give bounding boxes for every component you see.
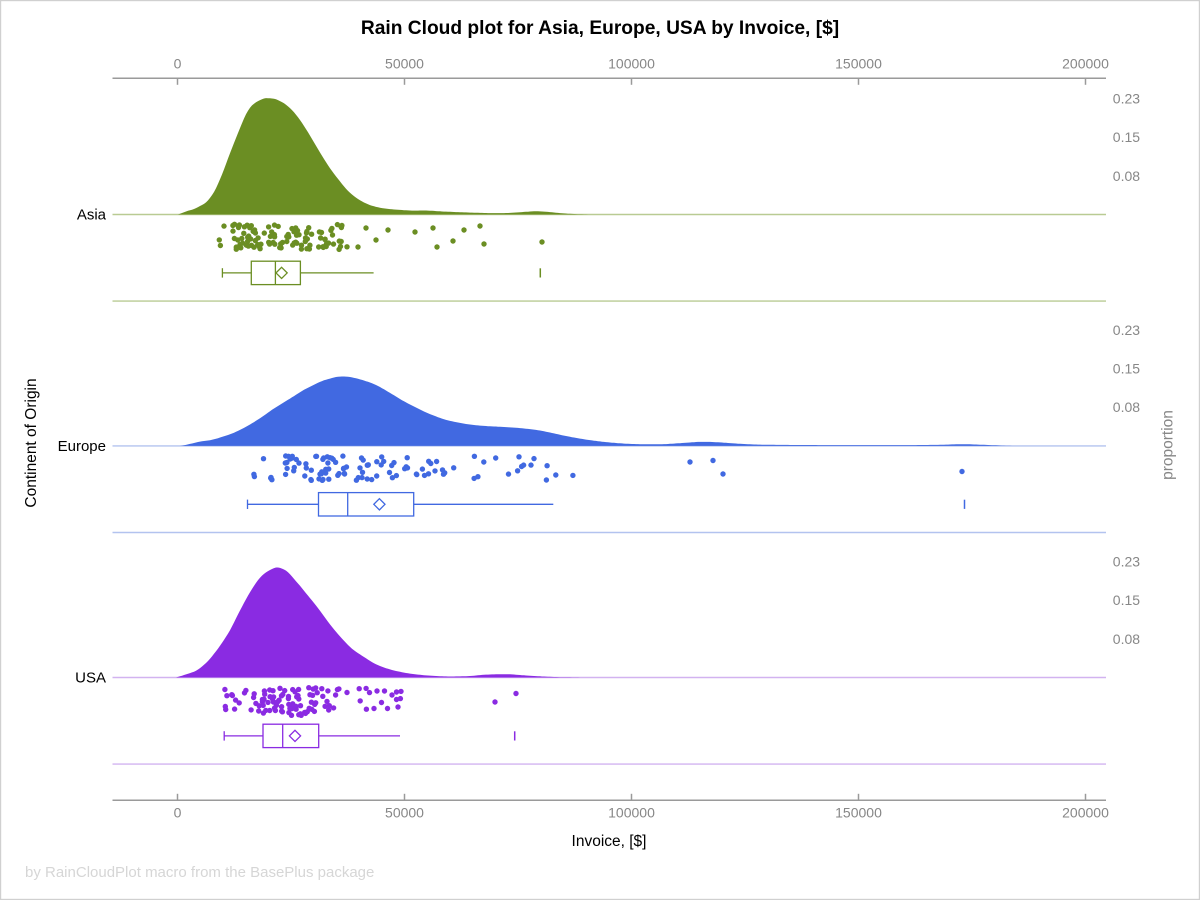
svg-text:USA: USA <box>75 670 106 687</box>
svg-text:0.08: 0.08 <box>1113 168 1140 184</box>
svg-text:0.08: 0.08 <box>1113 399 1140 415</box>
svg-text:50000: 50000 <box>385 804 424 820</box>
svg-text:150000: 150000 <box>835 56 882 72</box>
svg-text:150000: 150000 <box>835 804 882 820</box>
svg-text:0: 0 <box>174 56 182 72</box>
svg-text:Rain Cloud plot for Asia, Euro: Rain Cloud plot for Asia, Europe, USA by… <box>361 18 839 39</box>
svg-text:Europe: Europe <box>58 438 106 455</box>
svg-text:0.08: 0.08 <box>1113 631 1140 647</box>
svg-text:Continent of Origin: Continent of Origin <box>23 378 40 507</box>
svg-text:0.23: 0.23 <box>1113 322 1140 338</box>
svg-text:0.23: 0.23 <box>1113 553 1140 569</box>
svg-text:0: 0 <box>174 804 182 820</box>
svg-text:by RainCloudPlot macro from th: by RainCloudPlot macro from the BasePlus… <box>25 864 374 881</box>
svg-text:proportion: proportion <box>1160 410 1177 480</box>
svg-text:100000: 100000 <box>608 804 655 820</box>
svg-text:200000: 200000 <box>1062 804 1109 820</box>
svg-text:0.15: 0.15 <box>1113 129 1140 145</box>
svg-text:50000: 50000 <box>385 56 424 72</box>
svg-text:0.15: 0.15 <box>1113 592 1140 608</box>
svg-text:Asia: Asia <box>77 207 107 224</box>
svg-text:Invoice, [$]: Invoice, [$] <box>572 833 647 850</box>
svg-text:200000: 200000 <box>1062 56 1109 72</box>
svg-text:0.23: 0.23 <box>1113 90 1140 106</box>
svg-text:0.15: 0.15 <box>1113 361 1140 377</box>
svg-text:100000: 100000 <box>608 56 655 72</box>
